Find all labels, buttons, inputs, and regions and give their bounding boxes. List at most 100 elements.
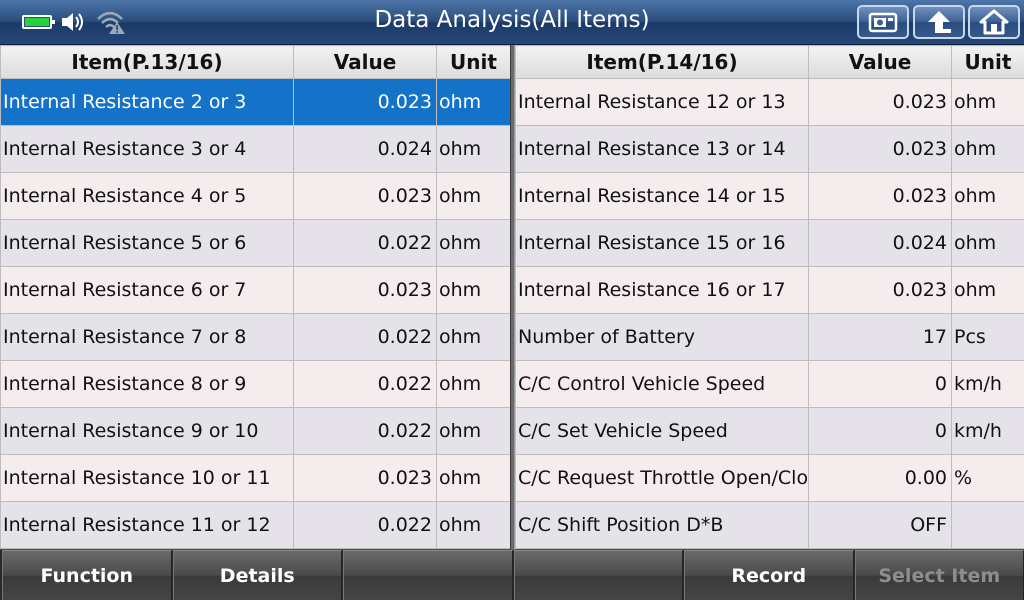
screenshot-button[interactable] xyxy=(857,5,909,39)
table-row[interactable]: Internal Resistance 15 or 16 0.024 ohm xyxy=(515,219,1024,267)
row-unit: ohm xyxy=(436,501,511,549)
row-unit: Pcs xyxy=(951,313,1024,361)
row-value: 0.022 xyxy=(293,219,437,267)
row-value: 0.023 xyxy=(293,78,437,126)
back-button[interactable] xyxy=(913,5,965,39)
empty-3-button[interactable] xyxy=(513,550,683,600)
column-header-item: Item(P.14/16) xyxy=(515,45,809,79)
column-header-item: Item(P.13/16) xyxy=(0,45,294,79)
row-unit: ohm xyxy=(436,172,511,220)
row-value: 0.023 xyxy=(808,266,952,314)
row-unit: % xyxy=(951,454,1024,502)
select-item-button: Select Item xyxy=(854,550,1024,600)
row-unit: ohm xyxy=(436,78,511,126)
row-item: Internal Resistance 3 or 4 xyxy=(0,125,294,173)
empty-2-button[interactable] xyxy=(343,550,513,600)
speaker-icon xyxy=(62,13,83,31)
row-item: C/C Request Throttle Open/Close Angle xyxy=(515,454,809,502)
row-item: Number of Battery xyxy=(515,313,809,361)
function-bar: Function Details Record Select Item xyxy=(0,550,1024,600)
title-bar: Data Analysis(All Items) xyxy=(0,0,1024,45)
row-unit: km/h xyxy=(951,360,1024,408)
table-header: Item(P.14/16) Value Unit xyxy=(515,45,1024,79)
row-item: Internal Resistance 13 or 14 xyxy=(515,125,809,173)
table-row[interactable]: Number of Battery 17 Pcs xyxy=(515,313,1024,361)
row-value: 0.023 xyxy=(808,172,952,220)
table-row[interactable]: C/C Shift Position D*B OFF xyxy=(515,501,1024,549)
details-button[interactable]: Details xyxy=(172,550,342,600)
row-item: Internal Resistance 15 or 16 xyxy=(515,219,809,267)
row-unit: ohm xyxy=(436,454,511,502)
status-icons xyxy=(22,8,126,36)
camera-icon xyxy=(868,12,898,33)
row-unit: ohm xyxy=(436,313,511,361)
column-header-value: Value xyxy=(808,45,952,79)
row-unit: ohm xyxy=(436,266,511,314)
row-unit: ohm xyxy=(951,78,1024,126)
row-item: Internal Resistance 4 or 5 xyxy=(0,172,294,220)
row-value: 0.022 xyxy=(293,407,437,455)
table-row[interactable]: Internal Resistance 16 or 17 0.023 ohm xyxy=(515,266,1024,314)
row-value: 0.024 xyxy=(293,125,437,173)
row-value: 0.022 xyxy=(293,313,437,361)
table-row[interactable]: Internal Resistance 3 or 4 0.024 ohm xyxy=(0,125,511,173)
table-row[interactable]: Internal Resistance 2 or 3 0.023 ohm xyxy=(0,78,511,126)
row-value: 0.024 xyxy=(808,219,952,267)
row-value: 17 xyxy=(808,313,952,361)
row-unit: ohm xyxy=(436,125,511,173)
function-button[interactable]: Function xyxy=(2,550,172,600)
row-value: 0.023 xyxy=(808,78,952,126)
home-icon xyxy=(979,9,1009,35)
home-button[interactable] xyxy=(968,5,1020,39)
table-row[interactable]: Internal Resistance 12 or 13 0.023 ohm xyxy=(515,78,1024,126)
row-value: 0 xyxy=(808,360,952,408)
column-header-unit: Unit xyxy=(436,45,511,79)
row-item: Internal Resistance 5 or 6 xyxy=(0,219,294,267)
row-item: C/C Control Vehicle Speed xyxy=(515,360,809,408)
row-value: 0 xyxy=(808,407,952,455)
table-row[interactable]: Internal Resistance 4 or 5 0.023 ohm xyxy=(0,172,511,220)
column-header-value: Value xyxy=(293,45,437,79)
row-value: OFF xyxy=(808,501,952,549)
table-row[interactable]: Internal Resistance 5 or 6 0.022 ohm xyxy=(0,219,511,267)
row-unit: km/h xyxy=(951,407,1024,455)
row-item: C/C Set Vehicle Speed xyxy=(515,407,809,455)
row-item: Internal Resistance 7 or 8 xyxy=(0,313,294,361)
table-row[interactable]: Internal Resistance 8 or 9 0.022 ohm xyxy=(0,360,511,408)
table-row[interactable]: C/C Set Vehicle Speed 0 km/h xyxy=(515,407,1024,455)
row-value: 0.023 xyxy=(293,266,437,314)
row-item: Internal Resistance 2 or 3 xyxy=(0,78,294,126)
table-row[interactable]: Internal Resistance 7 or 8 0.022 ohm xyxy=(0,313,511,361)
row-item: C/C Shift Position D*B xyxy=(515,501,809,549)
row-item: Internal Resistance 16 or 17 xyxy=(515,266,809,314)
row-item: Internal Resistance 10 or 11 xyxy=(0,454,294,502)
row-item: Internal Resistance 14 or 15 xyxy=(515,172,809,220)
row-unit: ohm xyxy=(436,360,511,408)
row-item: Internal Resistance 9 or 10 xyxy=(0,407,294,455)
row-unit: ohm xyxy=(436,219,511,267)
battery-charging-icon xyxy=(22,15,55,29)
table-row[interactable]: Internal Resistance 13 or 14 0.023 ohm xyxy=(515,125,1024,173)
table-row[interactable]: Internal Resistance 14 or 15 0.023 ohm xyxy=(515,172,1024,220)
row-value: 0.023 xyxy=(293,172,437,220)
row-unit: ohm xyxy=(951,172,1024,220)
table-row[interactable]: C/C Request Throttle Open/Close Angle0.0… xyxy=(515,454,1024,502)
row-value: 0.022 xyxy=(293,360,437,408)
row-value: 0.023 xyxy=(808,125,952,173)
row-unit: ohm xyxy=(951,266,1024,314)
table-row[interactable]: Internal Resistance 11 or 12 0.022 ohm xyxy=(0,501,511,549)
table-row[interactable]: Internal Resistance 10 or 11 0.023 ohm xyxy=(0,454,511,502)
row-unit xyxy=(951,501,1024,549)
table-row[interactable]: C/C Control Vehicle Speed 0 km/h xyxy=(515,360,1024,408)
row-item: Internal Resistance 11 or 12 xyxy=(0,501,294,549)
arrow-up-icon xyxy=(928,11,951,33)
table-row[interactable]: Internal Resistance 9 or 10 0.022 ohm xyxy=(0,407,511,455)
page-title: Data Analysis(All Items) xyxy=(374,7,650,33)
row-item: Internal Resistance 8 or 9 xyxy=(0,360,294,408)
table-row[interactable]: Internal Resistance 6 or 7 0.023 ohm xyxy=(0,266,511,314)
record-button[interactable]: Record xyxy=(684,550,854,600)
row-value: 0.023 xyxy=(293,454,437,502)
left-data-table: Item(P.13/16) Value Unit Internal Resist… xyxy=(0,45,511,549)
data-grid: Item(P.13/16) Value Unit Internal Resist… xyxy=(0,45,1024,550)
row-value: 0.00 xyxy=(808,454,952,502)
